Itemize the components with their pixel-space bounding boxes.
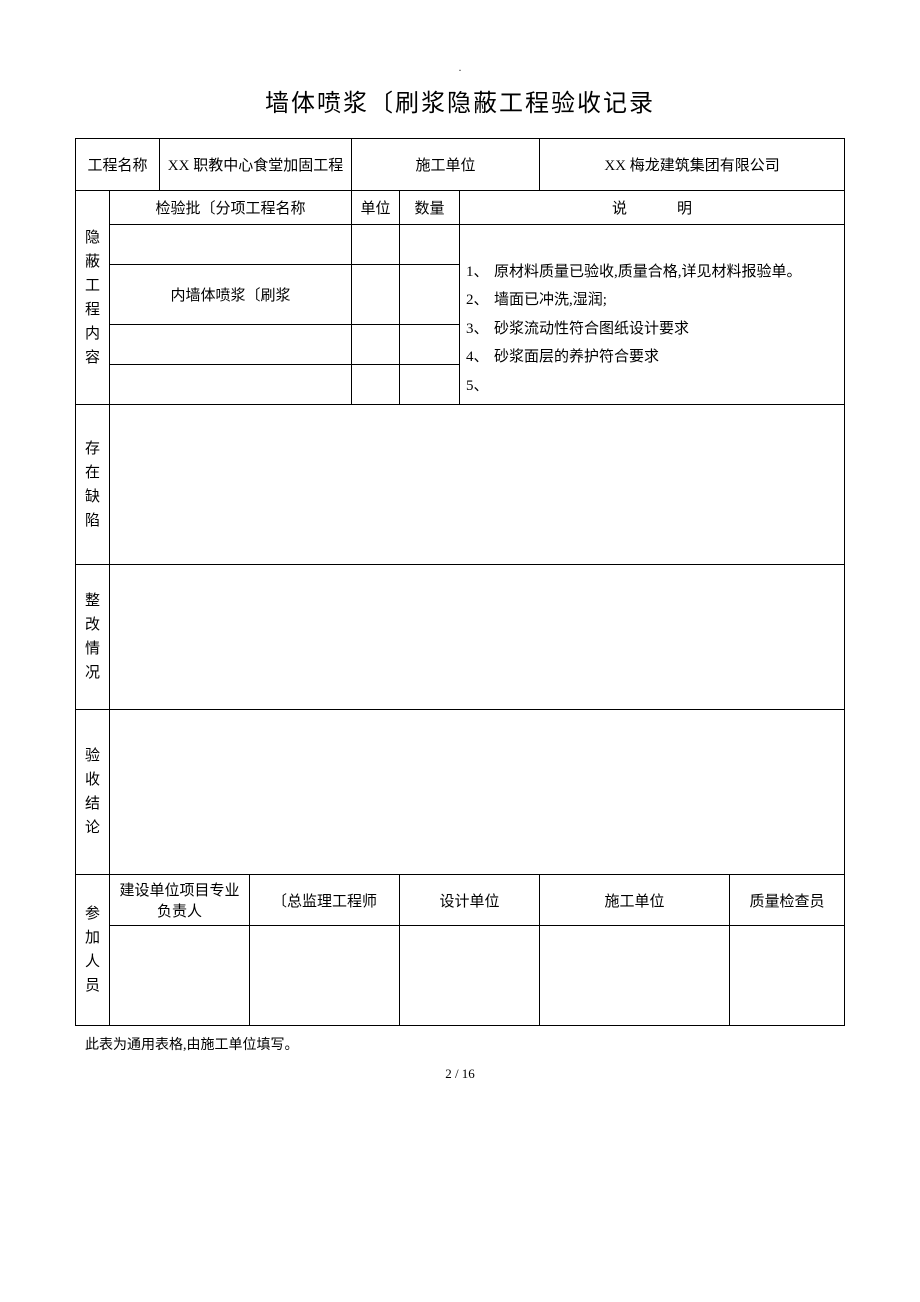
rectification-content: [110, 565, 845, 710]
inspect-row-1-qty: [400, 225, 460, 265]
quantity-header: 数量: [400, 191, 460, 225]
explain-item-1: 1、原材料质量已验收,质量合格,详见材料报验单。: [466, 258, 838, 287]
explain-item-4: 4、砂浆面层的养护符合要求: [466, 343, 838, 372]
participant-designer-header: 设计单位: [400, 875, 540, 926]
content-vert-label: 隐蔽工程内容: [76, 191, 110, 405]
participants-vert-label: 参加人员: [76, 875, 110, 1026]
inspect-row-2-name: 内墙体喷浆〔刷浆: [110, 265, 352, 325]
explain-header: 说明: [460, 191, 845, 225]
inspect-row-2-qty: [400, 265, 460, 325]
participant-inspector-header: 质量检查员: [730, 875, 845, 926]
inspect-row-3-qty: [400, 325, 460, 365]
inspect-row-4-qty: [400, 365, 460, 405]
explain-content: 1、原材料质量已验收,质量合格,详见材料报验单。 2、墙面已冲洗,湿润; 3、砂…: [460, 225, 845, 405]
project-name-label: 工程名称: [76, 139, 160, 191]
project-name-value: XX 职教中心食堂加固工程: [160, 139, 352, 191]
construction-unit-label: 施工单位: [352, 139, 540, 191]
participant-owner-header: 建设单位项目专业负责人: [110, 875, 250, 926]
explain-item-3: 3、砂浆流动性符合图纸设计要求: [466, 315, 838, 344]
rectification-vert-label: 整改情况: [76, 565, 110, 710]
conclusion-content: [110, 710, 845, 875]
page-title: 墙体喷浆〔刷浆隐蔽工程验收记录: [75, 83, 845, 118]
participant-designer-sign: [400, 926, 540, 1026]
inspection-batch-header: 检验批〔分项工程名称: [110, 191, 352, 225]
participant-contractor-header: 施工单位: [540, 875, 730, 926]
inspect-row-3-unit: [352, 325, 400, 365]
acceptance-record-table: 工程名称 XX 职教中心食堂加固工程 施工单位 XX 梅龙建筑集团有限公司 隐蔽…: [75, 138, 845, 1026]
inspect-row-1-unit: [352, 225, 400, 265]
participant-inspector-sign: [730, 926, 845, 1026]
header-dot: .: [75, 60, 845, 75]
page-number: 2 / 16: [75, 1066, 845, 1082]
participant-supervisor-sign: [250, 926, 400, 1026]
conclusion-vert-label: 验收结论: [76, 710, 110, 875]
participant-supervisor-header: 〔总监理工程师: [250, 875, 400, 926]
defects-content: [110, 405, 845, 565]
inspect-row-3-name: [110, 325, 352, 365]
defects-vert-label: 存在缺陷: [76, 405, 110, 565]
inspect-row-1-name: [110, 225, 352, 265]
inspect-row-4-unit: [352, 365, 400, 405]
explain-item-2: 2、墙面已冲洗,湿润;: [466, 286, 838, 315]
inspect-row-2-unit: [352, 265, 400, 325]
participant-contractor-sign: [540, 926, 730, 1026]
participant-owner-sign: [110, 926, 250, 1026]
inspect-row-4-name: [110, 365, 352, 405]
unit-header: 单位: [352, 191, 400, 225]
construction-unit-value: XX 梅龙建筑集团有限公司: [540, 139, 845, 191]
footer-note: 此表为通用表格,由施工单位填写。: [75, 1034, 845, 1054]
